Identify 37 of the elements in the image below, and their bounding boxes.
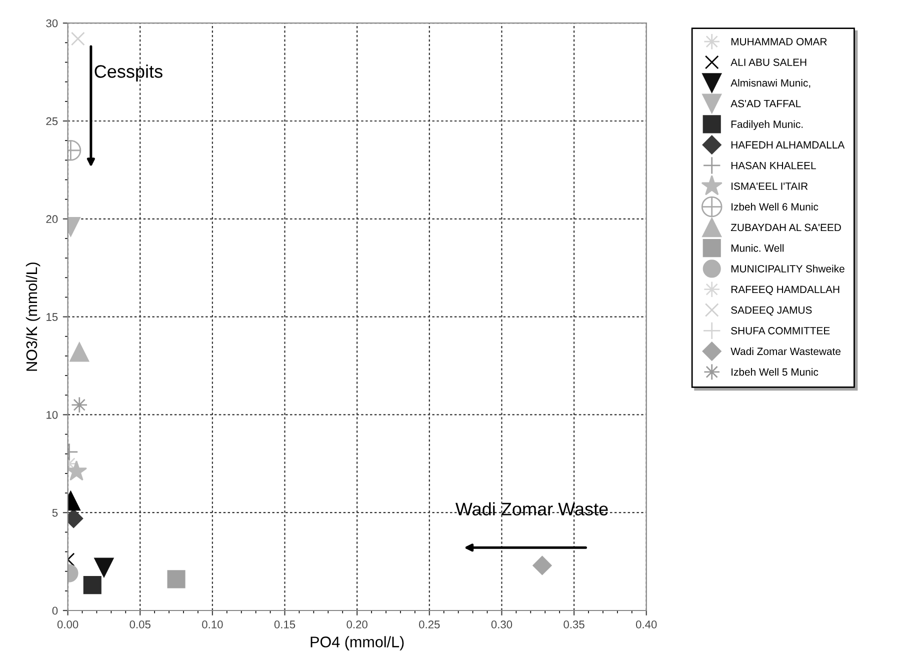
x-tick-label: 0.35 <box>564 620 584 628</box>
legend-label: ISMA'EEL I'TAIR <box>732 182 808 190</box>
x-tick-label: 0.20 <box>346 620 368 628</box>
y-tick-label: 15 <box>46 313 58 321</box>
legend-label: MUNICIPALITY Shweike <box>731 264 844 272</box>
legend-label: Almisnawi Munic, <box>730 78 810 88</box>
legend-label: Munic. Well <box>731 244 784 252</box>
y-tick-label: 30 <box>46 19 58 28</box>
legend-label: HAFEDH ALHAMDALLA <box>731 141 845 148</box>
legend-label: ALI ABU SALEH <box>730 58 806 66</box>
legend-label: SADEEQ JAMUS <box>731 306 812 316</box>
legend-label: HASAN KHALEEL <box>731 162 816 170</box>
legend-label: Izbeh Well 6 Munic <box>732 202 818 211</box>
legend-label: AS'AD TAFFAL <box>730 100 801 108</box>
x-tick-label: 0.05 <box>130 620 150 628</box>
y-tick-label: 25 <box>46 117 58 126</box>
legend-label: Wadi Zomar Wastewate <box>730 347 841 356</box>
x-tick-label: 0.30 <box>491 620 512 628</box>
x-tick-label: 0.00 <box>57 620 78 628</box>
x-tick-label: 0.25 <box>419 620 440 628</box>
legend-label: MUHAMMAD OMAR <box>731 38 827 46</box>
y-tick-label: 10 <box>46 410 58 419</box>
x-tick-label: 0.10 <box>202 620 223 628</box>
legend-label: Izbeh Well 5 Munic <box>732 368 818 376</box>
annotation: Cesspits <box>94 64 162 82</box>
legend-label: ZUBAYDAH AL SA'EED <box>730 224 841 232</box>
y-axis-title: NO3/K (mmol/L) <box>26 262 40 371</box>
annotation: Wadi Zomar Waste <box>456 502 608 516</box>
y-tick-label: 20 <box>46 215 58 224</box>
y-tick-label: 5 <box>52 508 58 517</box>
x-tick-label: 0.15 <box>274 620 296 628</box>
legend-label: RAFEEQ HAMDALLAH <box>731 286 840 295</box>
x-tick-label: 0.40 <box>636 620 657 628</box>
y-tick-label: 0 <box>52 606 58 615</box>
legend-label: Fadilyeh Munic. <box>731 120 803 130</box>
x-axis-title: PO4 (mmol/L) <box>310 636 404 650</box>
legend-label: SHUFA COMMITTEE <box>731 327 830 334</box>
